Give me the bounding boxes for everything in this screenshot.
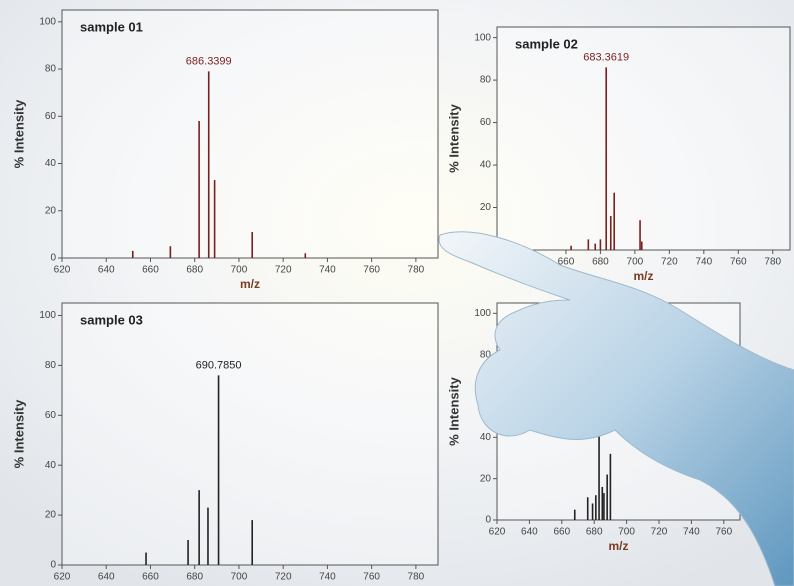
x-axis-label: m/z [633,269,653,283]
x-tick-label: 620 [54,572,71,583]
y-tick-label: 20 [45,510,57,521]
y-tick-label: 80 [45,360,57,371]
peak-label: 686.3399 [186,55,232,67]
x-tick-label: 780 [408,572,425,583]
y-tick-label: 100 [474,308,491,319]
x-tick-label: 680 [186,572,203,583]
plot-frame [61,302,439,566]
x-axis-label: m/z [240,277,260,291]
x-tick-label: 640 [521,527,538,538]
peak-label: 690.7850 [196,359,242,371]
x-tick-label: 720 [275,265,292,276]
x-tick-label: 700 [231,265,248,276]
x-axis-label: m/z [240,584,260,586]
x-tick-label: 680 [586,527,603,538]
x-tick-label: 700 [627,257,644,268]
x-tick-label: 660 [142,572,159,583]
x-tick-label: 720 [275,572,292,583]
y-tick-label: 20 [480,473,492,484]
y-tick-label: 80 [45,64,57,75]
chart-title: sample 02 [515,36,578,51]
y-tick-label: 60 [45,111,57,122]
chart-title: sample 03 [80,312,143,327]
x-tick-label: 760 [363,572,380,583]
x-tick-label: 740 [695,257,712,268]
y-tick-label: 80 [480,75,492,86]
x-tick-label: 680 [186,265,203,276]
x-tick-label: 780 [408,265,425,276]
x-tick-label: 620 [54,265,71,276]
x-tick-label: 700 [231,572,248,583]
x-tick-label: 640 [98,265,115,276]
x-tick-label: 640 [98,572,115,583]
x-axis-label: m/z [608,539,628,553]
y-axis-label: % Intensity [446,376,461,445]
x-tick-label: 740 [319,572,336,583]
x-tick-label: 660 [553,527,570,538]
y-tick-label: 60 [480,117,492,128]
y-tick-label: 100 [39,16,56,27]
y-tick-label: 80 [480,349,492,360]
y-tick-label: 0 [485,515,491,526]
y-axis-label: % Intensity [446,103,461,172]
peak-label: 683.3619 [583,51,629,63]
plot-frame [61,9,439,259]
y-tick-label: 40 [45,158,57,169]
y-tick-label: 20 [480,202,492,213]
glove-hand [438,231,794,586]
y-tick-label: 100 [474,32,491,43]
y-tick-label: 0 [50,560,56,571]
plot-frame [496,26,791,251]
x-tick-label: 680 [592,257,609,268]
charts: 0 20 40 60 80 100 620 640 660 680 700 720 740 760 780 s… [11,9,791,586]
y-tick-label: 40 [480,160,492,171]
x-tick-label: 740 [319,265,336,276]
x-tick-label: 740 [683,527,700,538]
x-tick-label: 720 [661,257,678,268]
y-tick-label: 60 [45,410,57,421]
y-tick-label: 20 [45,205,57,216]
y-axis-label: % Intensity [11,399,26,468]
x-tick-label: 780 [764,257,781,268]
x-tick-label: 760 [715,527,732,538]
x-tick-label: 620 [489,527,506,538]
x-tick-label: 700 [618,527,635,538]
x-tick-label: 760 [730,257,747,268]
x-tick-label: 760 [363,265,380,276]
y-tick-label: 0 [50,253,56,264]
x-tick-label: 660 [142,265,159,276]
x-tick-label: 660 [558,257,575,268]
y-tick-label: 40 [45,460,57,471]
y-tick-label: 40 [480,432,492,443]
y-tick-label: 100 [39,310,56,321]
y-axis-label: % Intensity [11,99,26,168]
x-tick-label: 720 [651,527,668,538]
chart-title: sample 01 [80,19,143,34]
